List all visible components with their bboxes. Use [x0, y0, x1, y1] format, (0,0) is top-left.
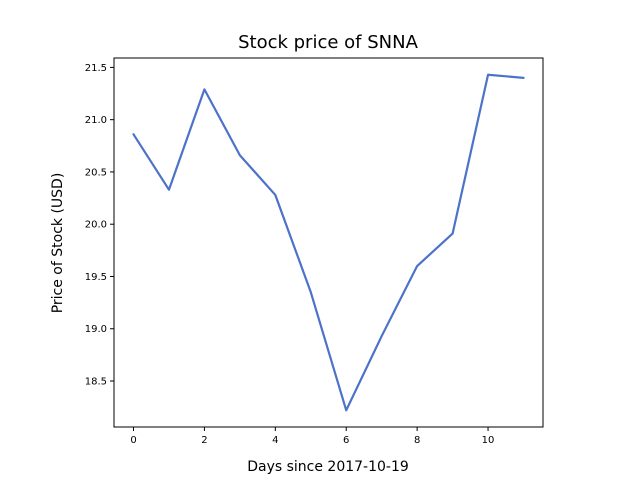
y-tick-label: 18.5: [85, 377, 107, 388]
y-tick-label: 19.0: [85, 324, 107, 335]
y-tick-label: 20.5: [85, 167, 107, 178]
x-tick-label: 2: [201, 435, 207, 446]
y-tick-label: 21.0: [85, 115, 107, 126]
plot-area: 0 2 4 6 8 10 18.5 19.0 19.5 20.0 20.5 21.0 21.5: [85, 57, 544, 446]
y-axis-label: Price of Stock (USD): [50, 173, 66, 314]
x-tick-label: 8: [414, 435, 420, 446]
x-tick-label: 0: [130, 435, 136, 446]
y-axis-ticks: 18.5 19.0 19.5 20.0 20.5 21.0 21.5: [85, 63, 114, 388]
x-tick-label: 4: [272, 435, 278, 446]
chart-title: Stock price of SNNA: [238, 32, 418, 53]
plot-frame: [113, 57, 544, 428]
x-axis-ticks: 0 2 4 6 8 10: [130, 427, 494, 446]
y-tick-label: 21.5: [85, 63, 107, 74]
x-tick-label: 6: [343, 435, 349, 446]
series-line: [132, 73, 525, 412]
x-axis-label: Days since 2017-10-19: [247, 459, 409, 475]
y-tick-label: 19.5: [85, 272, 107, 283]
y-tick-label: 20.0: [85, 220, 107, 231]
x-tick-label: 10: [482, 435, 495, 446]
series-layer: [132, 73, 525, 412]
